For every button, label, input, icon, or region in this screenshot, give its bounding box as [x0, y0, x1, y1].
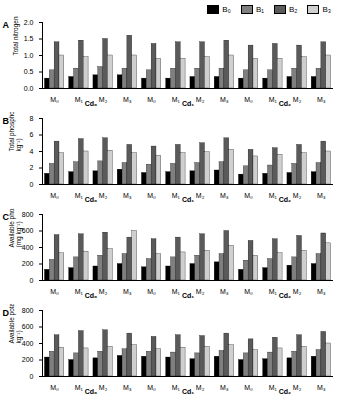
svg-text:M₁: M₁: [269, 96, 278, 103]
svg-text:M₁: M₁: [269, 192, 278, 199]
svg-text:M₁: M₁: [75, 384, 84, 391]
svg-text:M₀: M₀: [50, 384, 59, 391]
svg-text:M₂: M₂: [99, 192, 108, 199]
svg-text:800: 800: [22, 211, 34, 218]
svg-text:1.5: 1.5: [24, 35, 34, 42]
svg-text:M₃: M₃: [220, 384, 229, 391]
svg-text:Cd₂: Cd₂: [279, 388, 291, 395]
svg-text:600: 600: [22, 227, 34, 234]
html-text:B₃: B₃: [322, 4, 331, 14]
svg-text:Cd₁: Cd₁: [182, 196, 194, 203]
svg-text:B: B: [3, 116, 10, 126]
svg-text:M₁: M₁: [75, 288, 84, 295]
svg-text:M₀: M₀: [147, 192, 156, 199]
svg-text:Available potassium (mgkg⁻¹): Available potassium (mgkg⁻¹): [8, 304, 23, 344]
svg-text:M₀: M₀: [244, 288, 253, 295]
svg-text:M₂: M₂: [196, 96, 205, 103]
svg-text:M₂: M₂: [99, 96, 108, 103]
svg-text:M₀: M₀: [244, 192, 253, 199]
svg-text:Available phosphorus(mg kg⁻¹): Available phosphorus(mg kg⁻¹): [8, 208, 23, 248]
svg-text:M₁: M₁: [269, 288, 278, 295]
svg-text:M₂: M₂: [293, 384, 302, 391]
svg-text:Cd₂: Cd₂: [279, 100, 291, 107]
svg-text:M₂: M₂: [196, 384, 205, 391]
svg-text:400: 400: [22, 244, 34, 251]
svg-text:M₀: M₀: [50, 96, 59, 103]
svg-text:M₂: M₂: [196, 192, 205, 199]
svg-text:M₂: M₂: [99, 384, 108, 391]
svg-text:Cd₀: Cd₀: [85, 388, 98, 395]
svg-text:M₂: M₂: [196, 288, 205, 295]
svg-text:M₃: M₃: [220, 96, 229, 103]
svg-text:M₃: M₃: [317, 384, 326, 391]
svg-text:M₁: M₁: [75, 96, 84, 103]
svg-text:0: 0: [30, 277, 34, 284]
svg-text:M₀: M₀: [50, 192, 59, 199]
svg-text:M₃: M₃: [317, 288, 326, 295]
svg-text:M₁: M₁: [269, 384, 278, 391]
svg-text:M₁: M₁: [75, 192, 84, 199]
svg-text:2.0: 2.0: [24, 19, 34, 26]
svg-text:Total phosphorus (gkg⁻¹): Total phosphorus (gkg⁻¹): [8, 112, 23, 152]
svg-text:M₂: M₂: [293, 192, 302, 199]
svg-text:M₃: M₃: [317, 192, 326, 199]
svg-text:M₀: M₀: [244, 96, 253, 103]
svg-text:M₀: M₀: [147, 384, 156, 391]
svg-text:A: A: [3, 20, 10, 30]
svg-text:0: 0: [30, 181, 34, 188]
svg-text:Cd₂: Cd₂: [279, 196, 291, 203]
svg-text:Cd₀: Cd₀: [85, 100, 98, 107]
svg-text:M₃: M₃: [220, 288, 229, 295]
svg-text:M₃: M₃: [123, 384, 132, 391]
svg-text:M₃: M₃: [220, 192, 229, 199]
svg-text:200: 200: [22, 356, 34, 363]
svg-text:600: 600: [22, 323, 34, 330]
svg-text:M₁: M₁: [172, 384, 181, 391]
svg-text:M₀: M₀: [50, 288, 59, 295]
svg-text:Cd₁: Cd₁: [182, 388, 194, 395]
html-text:B₁: B₁: [255, 4, 264, 14]
svg-text:M₂: M₂: [293, 96, 302, 103]
svg-text:M₁: M₁: [172, 192, 181, 199]
svg-text:M₂: M₂: [293, 288, 302, 295]
svg-text:M₃: M₃: [317, 96, 326, 103]
svg-text:6: 6: [30, 131, 34, 138]
svg-text:Cd₁: Cd₁: [182, 292, 194, 299]
svg-text:1.0: 1.0: [24, 52, 34, 59]
svg-text:Cd₀: Cd₀: [85, 196, 98, 203]
svg-text:M₃: M₃: [123, 288, 132, 295]
svg-text:M₀: M₀: [147, 288, 156, 295]
svg-text:200: 200: [22, 260, 34, 267]
svg-text:Cd₀: Cd₀: [85, 292, 98, 299]
svg-text:0.0: 0.0: [24, 85, 34, 92]
svg-text:M₁: M₁: [172, 96, 181, 103]
svg-text:4: 4: [30, 148, 34, 155]
svg-text:Cd₂: Cd₂: [279, 292, 291, 299]
svg-text:8: 8: [30, 115, 34, 122]
svg-text:Total nitrogen (g kg⁻¹): Total nitrogen (g kg⁻¹): [12, 16, 20, 56]
svg-text:M₁: M₁: [172, 288, 181, 295]
svg-text:M₂: M₂: [99, 288, 108, 295]
svg-text:D: D: [3, 308, 10, 318]
svg-text:M₀: M₀: [147, 96, 156, 103]
svg-text:0: 0: [30, 373, 34, 380]
svg-text:C: C: [3, 212, 10, 222]
svg-text:0.5: 0.5: [24, 68, 34, 75]
svg-text:2: 2: [30, 164, 34, 171]
svg-text:Cd₁: Cd₁: [182, 100, 194, 107]
html-text:B₀: B₀: [222, 4, 231, 14]
svg-text:800: 800: [22, 307, 34, 314]
svg-text:M₃: M₃: [123, 192, 132, 199]
svg-text:M₀: M₀: [244, 384, 253, 391]
svg-text:M₃: M₃: [123, 96, 132, 103]
html-text:B₂: B₂: [289, 4, 298, 14]
svg-text:400: 400: [22, 340, 34, 347]
